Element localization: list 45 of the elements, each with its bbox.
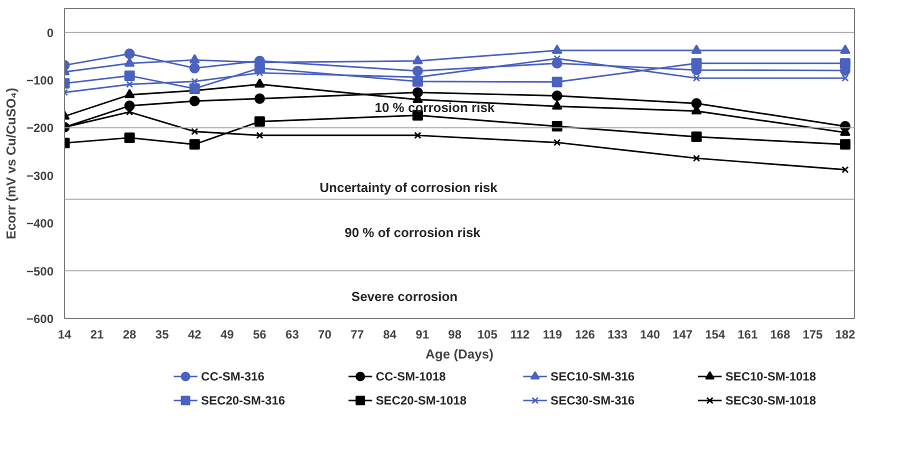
legend-label: SEC20-SM-316 <box>201 394 286 408</box>
x-tick-label: 77 <box>350 328 364 342</box>
x-tick-label: 133 <box>607 328 628 342</box>
x-tick-label: 112 <box>510 328 530 342</box>
x-tick-label: 21 <box>90 328 104 342</box>
x-tick-label: 161 <box>738 328 758 342</box>
x-tick-label: 147 <box>672 328 693 342</box>
x-tick-label: 84 <box>383 328 397 342</box>
x-tick-label: 56 <box>253 328 267 342</box>
x-tick-label: 91 <box>416 328 430 342</box>
x-tick-label: 14 <box>58 328 72 342</box>
y-tick-label: −500 <box>26 264 54 278</box>
annotation: Severe corrosion <box>351 289 458 304</box>
x-tick-label: 98 <box>448 328 462 342</box>
legend-label: SEC10-SM-316 <box>550 370 635 384</box>
x-tick-label: 42 <box>188 328 202 342</box>
x-tick-label: 63 <box>286 328 300 342</box>
x-tick-label: 168 <box>770 328 790 342</box>
x-tick-label: 182 <box>835 328 856 342</box>
annotation: Uncertainty of corrosion risk <box>320 180 498 195</box>
legend-label: SEC10-SM-1018 <box>725 370 816 384</box>
x-tick-label: 28 <box>122 328 137 342</box>
x-tick-label: 105 <box>477 328 498 342</box>
legend-label: SEC20-SM-1018 <box>376 394 467 408</box>
y-tick-label: −400 <box>26 216 54 231</box>
y-tick-label: 0 <box>46 26 54 40</box>
y-tick-label: −600 <box>26 312 54 326</box>
y-tick-label: −100 <box>26 74 54 88</box>
x-tick-label: 119 <box>542 328 562 342</box>
legend-label: CC-SM-1018 <box>376 370 446 384</box>
x-tick-label: 35 <box>155 328 170 342</box>
x-tick-label: 126 <box>574 328 596 342</box>
legend-label: SEC30-SM-1018 <box>725 394 816 408</box>
legend-label: CC-SM-316 <box>201 370 265 384</box>
x-tick-label: 70 <box>318 328 332 342</box>
annotation: 90 % of corrosion risk <box>344 225 482 240</box>
y-axis-title: Ecorr (mV vs Cu/CuSO₄) <box>3 88 18 240</box>
x-axis-title: Age (Days) <box>426 346 494 362</box>
x-tick-label: 175 <box>802 328 824 342</box>
x-tick-label: 140 <box>640 328 660 342</box>
x-tick-label: 154 <box>705 328 726 342</box>
y-tick-label: −300 <box>26 168 54 183</box>
x-tick-label: 49 <box>220 328 234 342</box>
y-tick-label: −200 <box>26 121 54 136</box>
legend-label: SEC30-SM-316 <box>550 394 635 408</box>
